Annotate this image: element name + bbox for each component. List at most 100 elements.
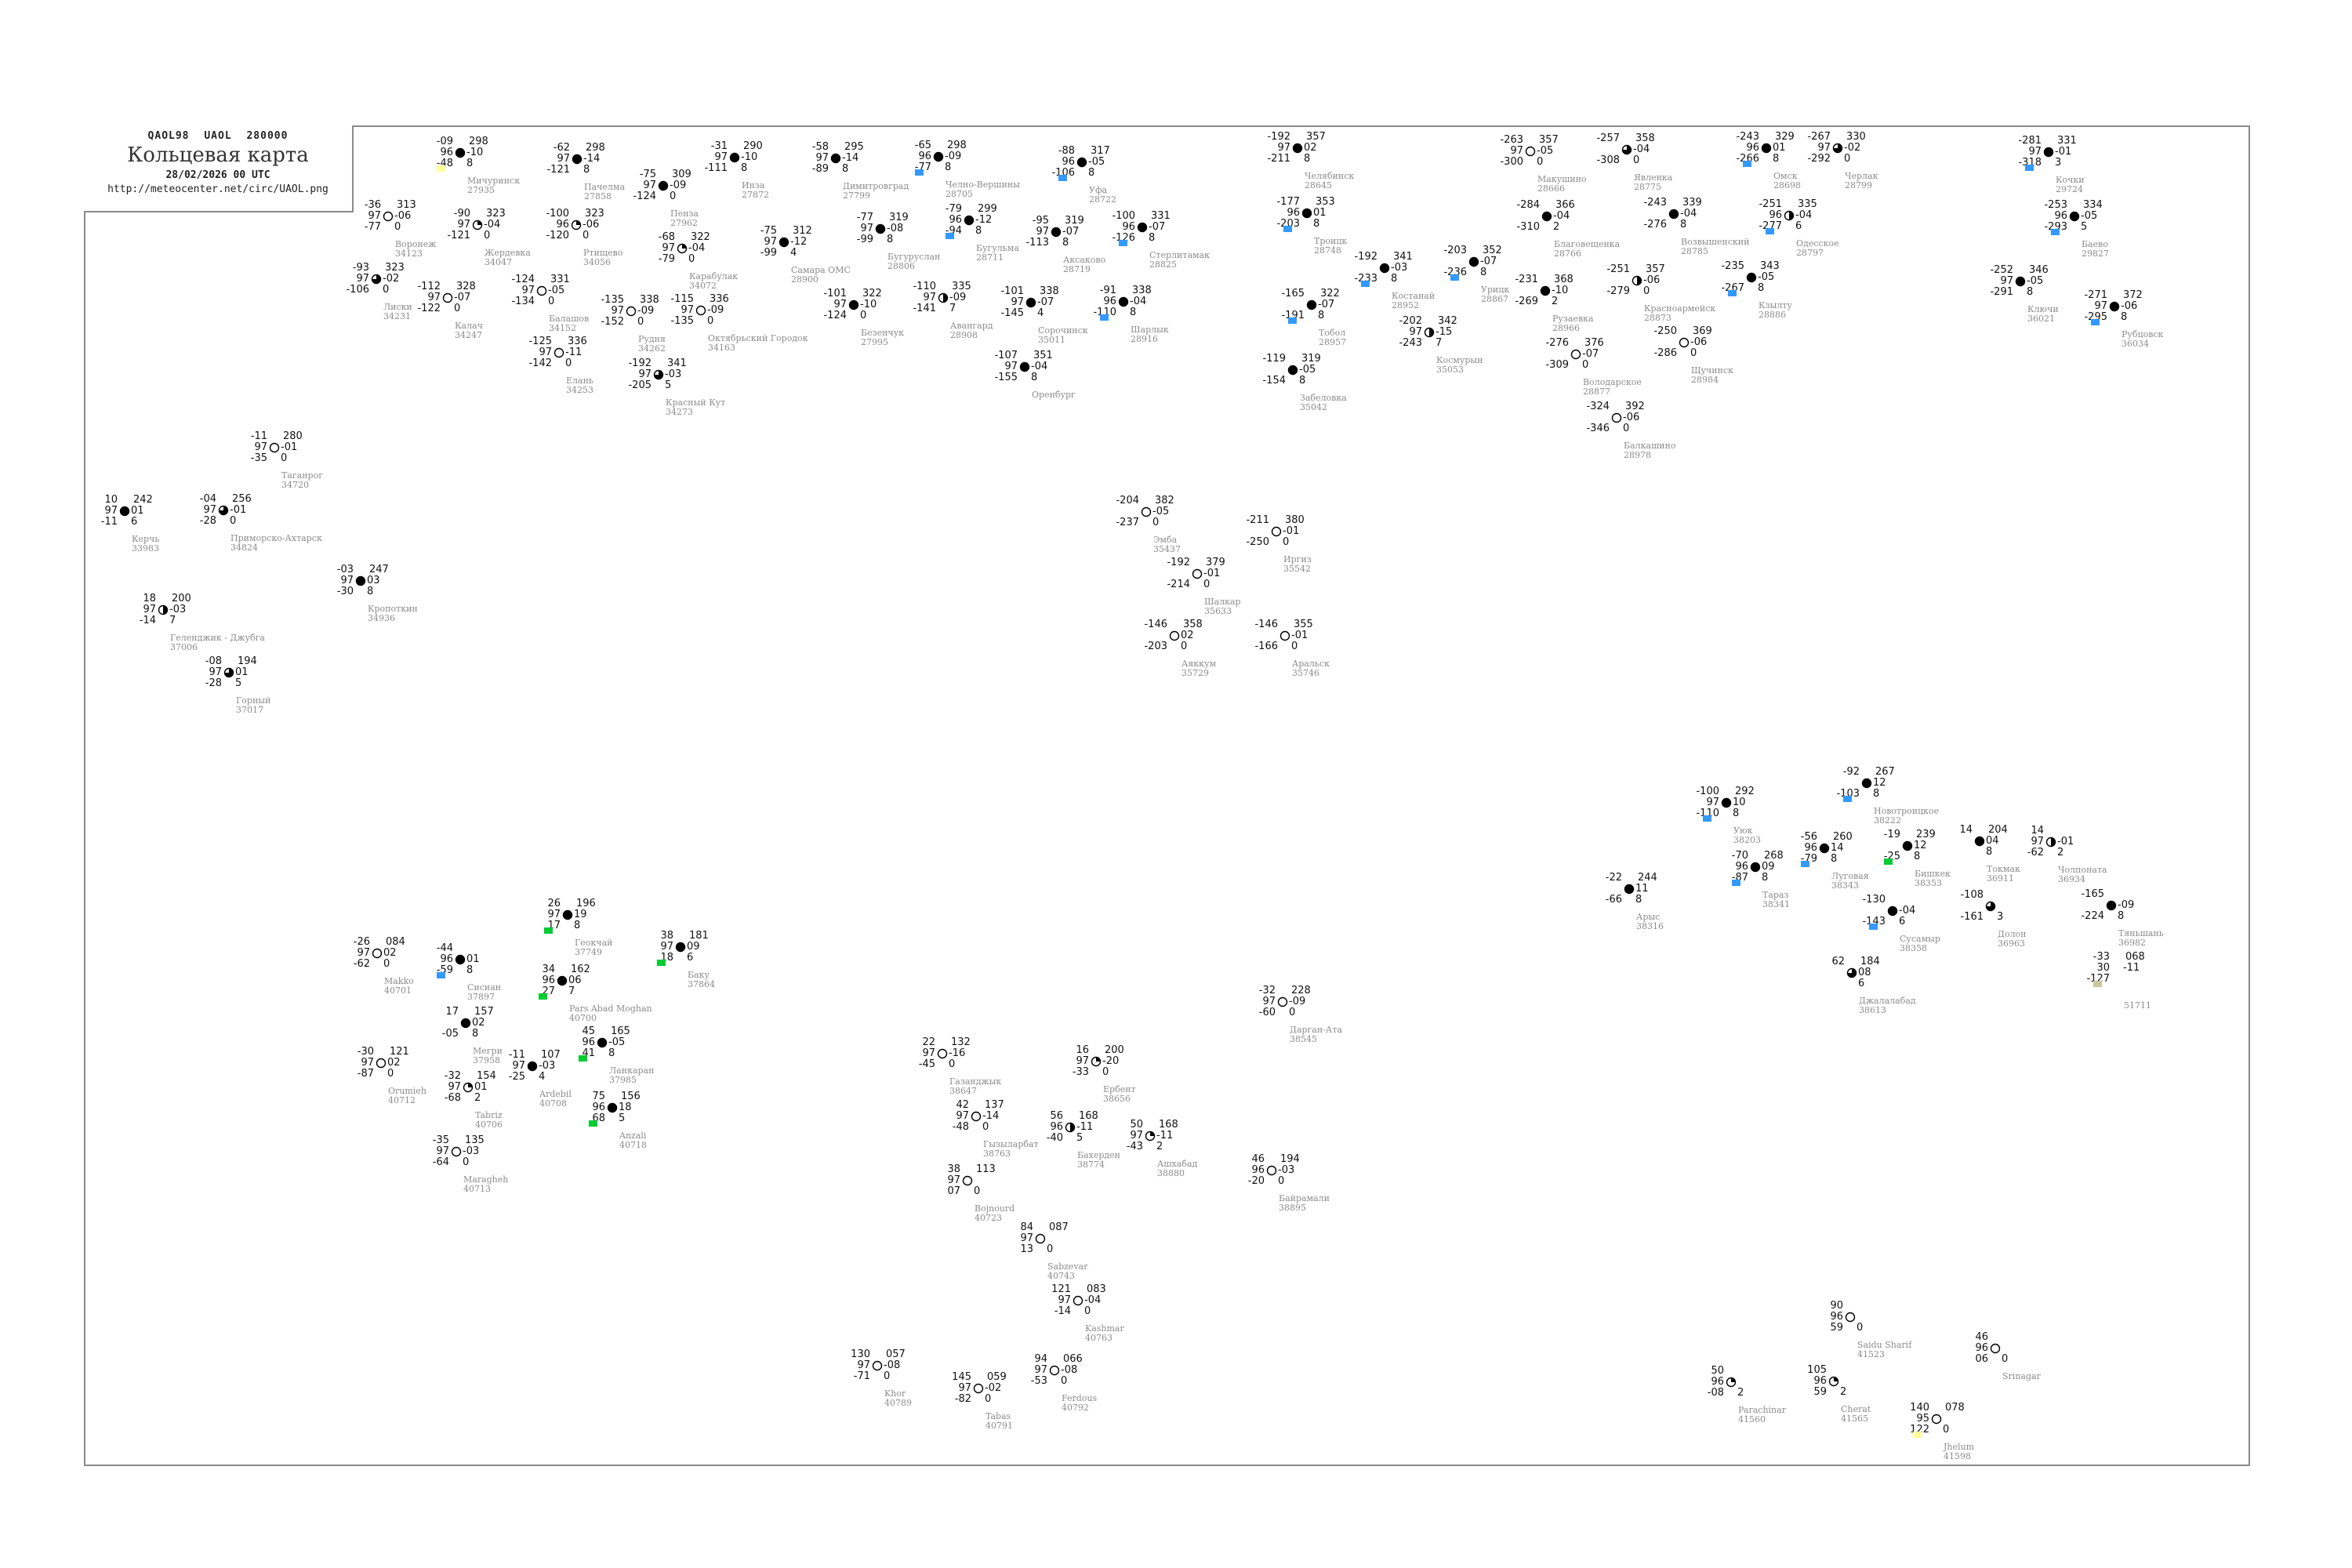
pressure-tendency: -11 [565,347,583,358]
station-id: 40723 [975,1213,1002,1223]
station-id: 37017 [236,705,263,715]
station-name: Лиски [383,302,412,312]
precipitation-marker [1703,815,1711,822]
cloud-code: 8 [1873,788,1880,800]
visibility-code: 97 [1409,326,1422,338]
station-id: 38545 [1290,1034,1317,1044]
station-id: 38880 [1157,1168,1185,1178]
station-id: 38343 [1831,880,1859,891]
pressure-tendency: -09 [949,292,967,303]
dew-point: -99 [856,234,873,245]
dew-point: -30 [336,586,354,597]
cloud-cover-icon [1668,209,1679,220]
station-id: 28984 [1691,375,1719,385]
cloud-code: 0 [484,230,491,241]
precipitation-marker [1450,274,1459,281]
visibility-code: 97 [1277,142,1290,154]
dew-point: -08 [1707,1387,1724,1399]
station-id: 36021 [2027,314,2055,324]
cloud-cover-icon [1750,862,1761,873]
pressure-tendency: 06 [568,975,582,986]
pressure-tendency: -16 [949,1047,966,1059]
pressure-tendency: -04 [688,242,706,254]
station-id: 34273 [666,407,693,417]
cloud-code: 0 [1203,579,1210,590]
dew-point: -346 [1586,423,1610,434]
station-id: 34253 [566,385,593,395]
station-name: Рузаевка [1552,314,1594,324]
cloud-code: 8 [1391,273,1398,285]
cloud-code: 0 [688,253,695,265]
dew-point: -77 [364,221,381,233]
air-temperature: -112 [417,281,441,292]
pressure-tendency: -05 [1088,156,1105,168]
cloud-cover-icon [1887,906,1898,916]
cloud-cover-icon [223,667,234,678]
cloud-cover-icon [451,1146,462,1157]
air-temperature: -235 [1721,260,1744,272]
station-name: Баку [688,970,710,980]
station-id: 34262 [638,343,666,354]
cloud-cover-icon [557,975,568,986]
dew-point: -310 [1516,221,1540,233]
dew-point: -126 [1112,232,1135,244]
cloud-code: 8 [608,1047,615,1059]
dew-point: -276 [1643,219,1667,230]
dew-point: -266 [1736,153,1759,165]
air-temperature: -31 [710,140,728,152]
cloud-cover-icon [1990,1343,2001,1354]
pressure-tendency: -01 [281,441,298,453]
station-id: 40708 [539,1098,567,1109]
station-id: 37749 [575,947,602,957]
sea-level-pressure: 078 [1945,1402,1965,1414]
visibility-code: 97 [660,941,673,953]
pressure-tendency: -08 [884,1359,901,1371]
visibility-code: 97 [557,153,570,165]
precipitation-marker [1361,281,1370,287]
cloud-code: 0 [1102,1066,1109,1078]
cloud-cover-icon [872,1360,883,1371]
pressure-tendency: 01 [1773,142,1786,154]
visibility-code: 97 [521,285,535,296]
pressure-tendency: -03 [1278,1164,1295,1176]
pressure-tendency: -05 [608,1036,626,1048]
dew-point: -292 [1807,153,1831,165]
sea-level-pressure: 244 [1638,872,1657,884]
source-url[interactable]: http://meteocenter.net/circ/UAOL.png [107,183,328,195]
dew-point: -53 [1030,1375,1047,1387]
cloud-code: 0 [1582,359,1589,371]
pressure-tendency: -01 [2057,836,2074,848]
dew-point: -155 [994,372,1018,383]
cloud-code: 0 [974,1185,981,1197]
station-name: Карабулак [689,271,739,281]
station-id: 28957 [1319,337,1346,347]
cloud-cover-icon [554,347,564,358]
visibility-code: 97 [539,347,552,358]
station-name: Калач [455,321,483,331]
cloud-cover-icon [371,274,382,285]
station-id: 35746 [1292,668,1319,678]
station-id: 38613 [1859,1005,1886,1015]
station-id: 27799 [843,191,870,201]
air-temperature: -19 [1883,829,1900,840]
pressure-tendency: -06 [583,219,600,230]
cloud-code: 0 [1623,423,1630,434]
cloud-cover-icon [463,1082,474,1093]
cloud-cover-icon [119,506,130,517]
sea-level-pressure: 113 [976,1163,996,1175]
air-temperature: 145 [952,1371,971,1383]
station-name: Инза [742,180,765,191]
cloud-cover-icon [937,1048,948,1059]
cloud-cover-icon [1679,337,1690,348]
visibility-code: 97 [104,505,118,517]
dew-point: -308 [1596,154,1620,166]
cloud-code: 8 [842,163,849,175]
station-id: 37985 [609,1075,637,1085]
station-id: 35633 [1204,606,1232,616]
visibility-code: 96 [1251,1164,1265,1176]
pressure-tendency: 02 [1181,630,1194,641]
pressure-tendency: -04 [1899,905,1916,916]
cloud-cover-icon [1137,222,1148,233]
pressure-tendency: -09 [670,180,687,191]
dew-point: -28 [199,515,216,527]
